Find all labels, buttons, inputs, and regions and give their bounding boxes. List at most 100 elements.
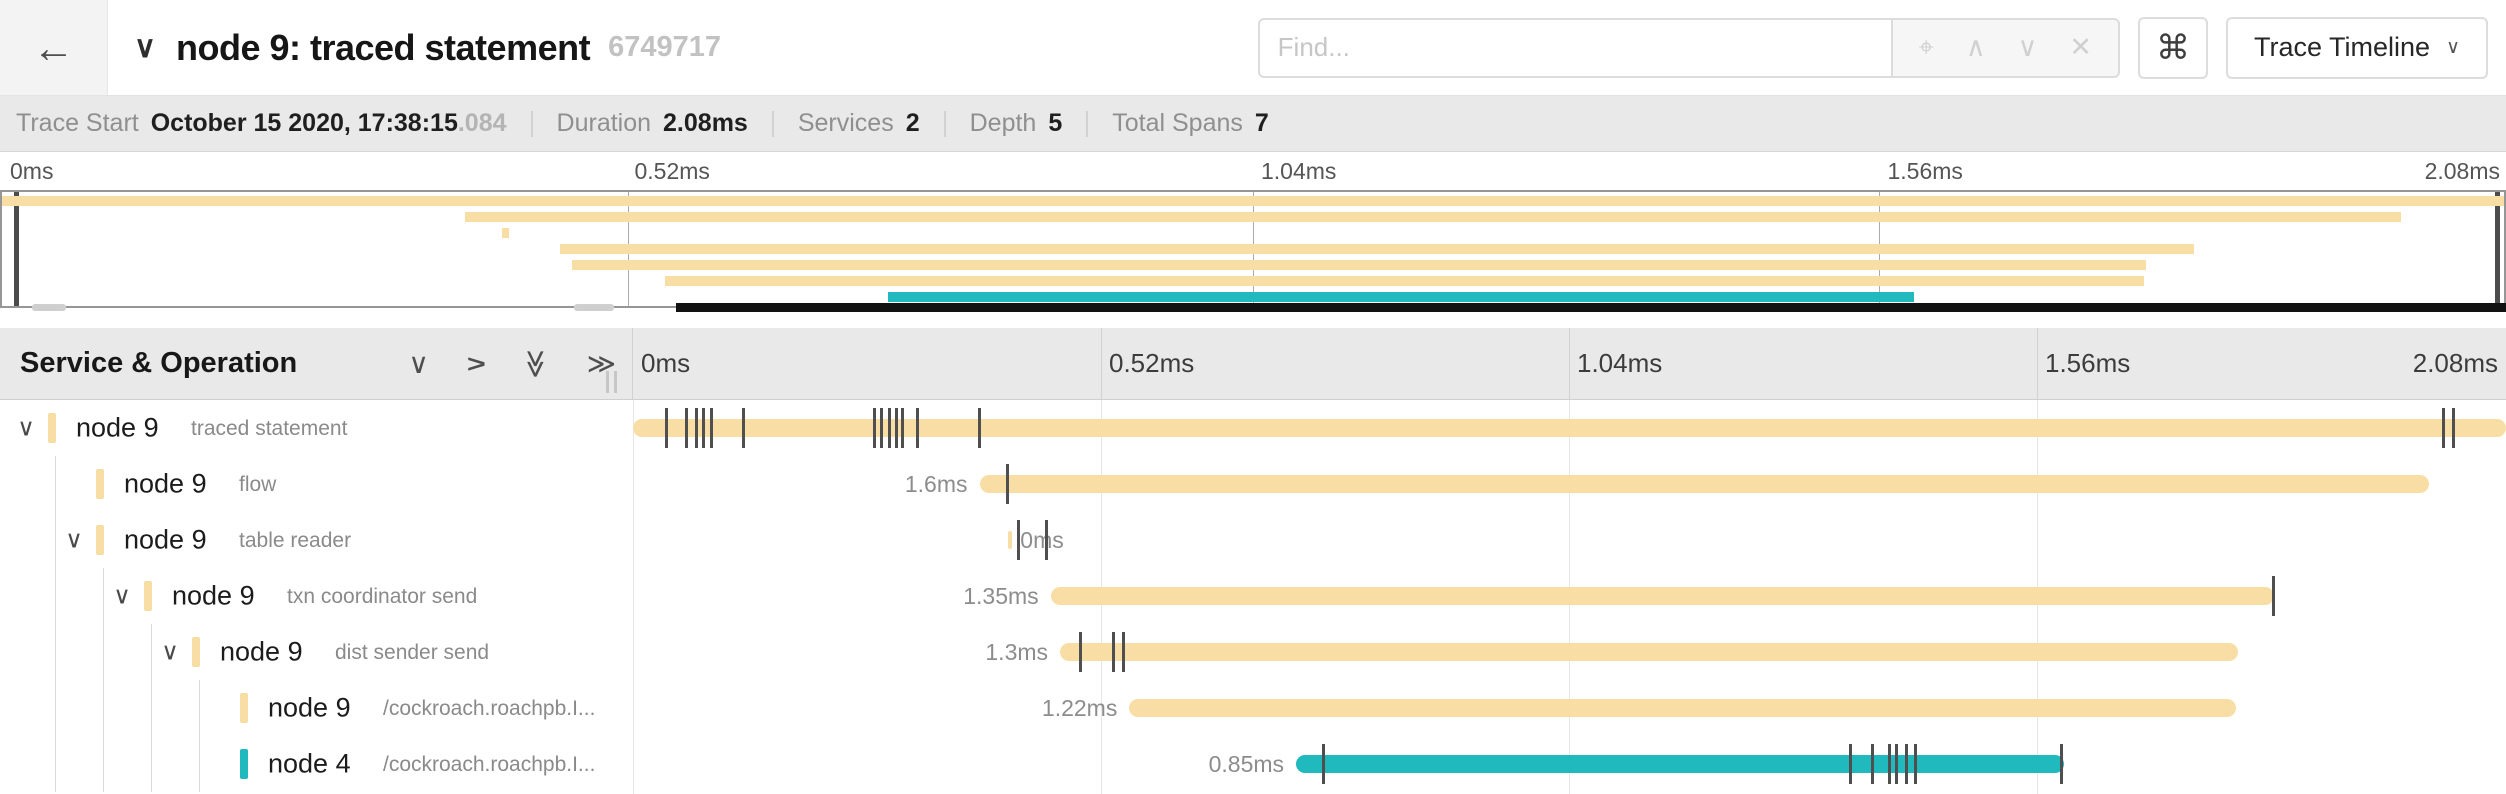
- minimap-viewport[interactable]: [0, 190, 2506, 308]
- span-bar[interactable]: [1007, 531, 1013, 549]
- indent-guide: [55, 736, 56, 792]
- operation-name: flow: [239, 472, 277, 496]
- column-divider: [633, 400, 634, 794]
- minimap-handle-notch[interactable]: [32, 304, 66, 311]
- operation-name: /cockroach.roachpb.I...: [383, 696, 596, 720]
- trace-start-ms-suffix: .084: [457, 109, 507, 137]
- keyboard-shortcuts-button[interactable]: ⌘: [2138, 16, 2209, 79]
- span-row[interactable]: node 4/cockroach.roachpb.I... 0.85ms: [0, 736, 2506, 792]
- span-tree-cell[interactable]: ∨ node 9 dist sender send: [0, 624, 633, 680]
- span-row[interactable]: node 9/cockroach.roachpb.I... 1.22ms: [0, 680, 2506, 736]
- collapse-all-icon[interactable]: ≫: [521, 348, 553, 379]
- operation-name: table reader: [239, 528, 352, 552]
- summary-label: Depth: [969, 109, 1037, 137]
- span-log-tick: [1112, 632, 1116, 672]
- span-log-tick: [1914, 744, 1918, 784]
- command-icon: ⌘: [2156, 28, 2191, 67]
- header-controls: ⌖ ∧ ∨ ✕ ⌘ Trace Timeline ∨: [1257, 16, 2488, 79]
- span-tree-cell[interactable]: node 4/cockroach.roachpb.I...: [0, 736, 633, 792]
- span-row[interactable]: ∨ node 9 traced statement: [0, 400, 2506, 456]
- span-bar[interactable]: [633, 419, 2506, 437]
- collapse-one-icon[interactable]: ∨: [408, 347, 429, 379]
- collapse-controls: ∨ ∨ ≫ ≫: [408, 347, 616, 379]
- span-rows: ∨ node 9 traced statement node 9 flow 1.6ms ∨ n…: [0, 400, 2506, 794]
- summary-label: Services: [797, 109, 894, 137]
- service-color-stripe: [144, 581, 152, 611]
- back-button[interactable]: ←: [0, 0, 108, 95]
- span-canvas: 1.35ms: [633, 568, 2506, 624]
- minimap-span-bar: [502, 228, 509, 238]
- minimap-handle-notch[interactable]: [574, 304, 614, 311]
- expand-all-icon[interactable]: ≫: [586, 347, 616, 379]
- chevron-down-icon[interactable]: ∨: [65, 526, 83, 554]
- span-duration-label: 0.85ms: [1208, 751, 1285, 777]
- minimap-axis: 0ms 0.52ms 1.04ms 1.56ms 2.08ms: [0, 158, 2506, 188]
- timeline-gridline: [1569, 328, 1570, 399]
- span-log-tick: [880, 408, 884, 448]
- span-log-tick: [741, 408, 745, 448]
- indent-guide: [103, 568, 104, 624]
- span-log-tick: [702, 408, 706, 448]
- span-canvas: 1.22ms: [633, 680, 2506, 736]
- column-resize-grip[interactable]: [606, 371, 617, 393]
- locate-icon[interactable]: ⌖: [1918, 31, 1934, 62]
- span-log-tick: [1871, 744, 1875, 784]
- span-log-tick: [915, 408, 919, 448]
- span-bar[interactable]: [1129, 699, 2237, 717]
- divider: [530, 110, 533, 137]
- span-row[interactable]: ∨ node 9 table reader 0ms: [0, 512, 2506, 568]
- depth-value: 5: [1048, 109, 1063, 137]
- timeline-gridline: [1101, 328, 1102, 399]
- operation-name: /cockroach.roachpb.I...: [383, 752, 596, 776]
- span-row[interactable]: node 9 flow 1.6ms: [0, 456, 2506, 512]
- chevron-down-icon[interactable]: ∨: [113, 582, 131, 610]
- span-tree-cell[interactable]: node 9/cockroach.roachpb.I...: [0, 680, 633, 736]
- span-log-tick: [887, 408, 891, 448]
- span-log-tick: [1904, 744, 1908, 784]
- span-log-tick: [709, 408, 713, 448]
- chevron-down-icon[interactable]: ∨: [161, 638, 179, 666]
- indent-guide: [103, 624, 104, 680]
- trace-start-value: October 15 2020, 17:38:15: [150, 109, 458, 137]
- chevron-down-icon[interactable]: ∨: [134, 31, 156, 64]
- trace-view-dropdown[interactable]: Trace Timeline ∨: [2226, 16, 2488, 79]
- span-log-tick: [2451, 408, 2455, 448]
- timeline-tick-label: 2.08ms: [2412, 348, 2498, 378]
- timeline-tick-label: 0.52ms: [1109, 348, 1195, 378]
- trace-summary-bar: Trace Start October 15 2020, 17:38:15 .0…: [0, 96, 2506, 152]
- page-header: ← ∨ node 9: traced statement 6749717 ⌖ ∧…: [0, 0, 2506, 96]
- span-tree-cell[interactable]: ∨ node 9 traced statement: [0, 400, 633, 456]
- next-match-icon[interactable]: ∨: [2017, 32, 2038, 62]
- expand-one-icon[interactable]: ∨: [459, 353, 491, 374]
- service-color-stripe: [96, 469, 104, 499]
- minimap-tick-label: 1.04ms: [1261, 158, 1337, 184]
- divider: [771, 110, 774, 137]
- minimap-scroll-indicator[interactable]: [676, 303, 2506, 312]
- span-tree-cell[interactable]: ∨ node 9 table reader: [0, 512, 633, 568]
- prev-match-icon[interactable]: ∧: [1965, 32, 1986, 62]
- span-duration-label: 1.22ms: [1041, 695, 1118, 721]
- span-row[interactable]: ∨ node 9 txn coordinator send 1.35ms: [0, 568, 2506, 624]
- minimap-right-scrubber[interactable]: [2495, 192, 2500, 306]
- span-log-tick: [1045, 520, 1049, 560]
- timeline-tick-label: 0ms: [641, 348, 691, 378]
- span-log-tick: [1078, 632, 1082, 672]
- find-controls: ⌖ ∧ ∨ ✕: [1890, 17, 2121, 78]
- span-bar[interactable]: [979, 475, 2430, 493]
- span-duration-label: 1.3ms: [985, 639, 1049, 665]
- span-log-tick: [1322, 744, 1326, 784]
- span-bar[interactable]: [1050, 587, 2274, 605]
- span-row[interactable]: ∨ node 9 dist sender send 1.3ms: [0, 624, 2506, 680]
- span-tree-cell[interactable]: ∨ node 9 txn coordinator send: [0, 568, 633, 624]
- find-input[interactable]: [1257, 17, 1891, 78]
- span-tree-cell[interactable]: node 9 flow: [0, 456, 633, 512]
- span-bar[interactable]: [1060, 643, 2239, 661]
- clear-search-icon[interactable]: ✕: [2069, 32, 2093, 62]
- chevron-down-icon[interactable]: ∨: [17, 414, 35, 442]
- span-bar[interactable]: [1296, 755, 2064, 773]
- span-canvas: [633, 400, 2506, 456]
- minimap-tick-label: 0.52ms: [634, 158, 710, 184]
- minimap-left-scrubber[interactable]: [14, 192, 19, 306]
- service-color-stripe: [96, 525, 104, 555]
- divider: [943, 110, 946, 137]
